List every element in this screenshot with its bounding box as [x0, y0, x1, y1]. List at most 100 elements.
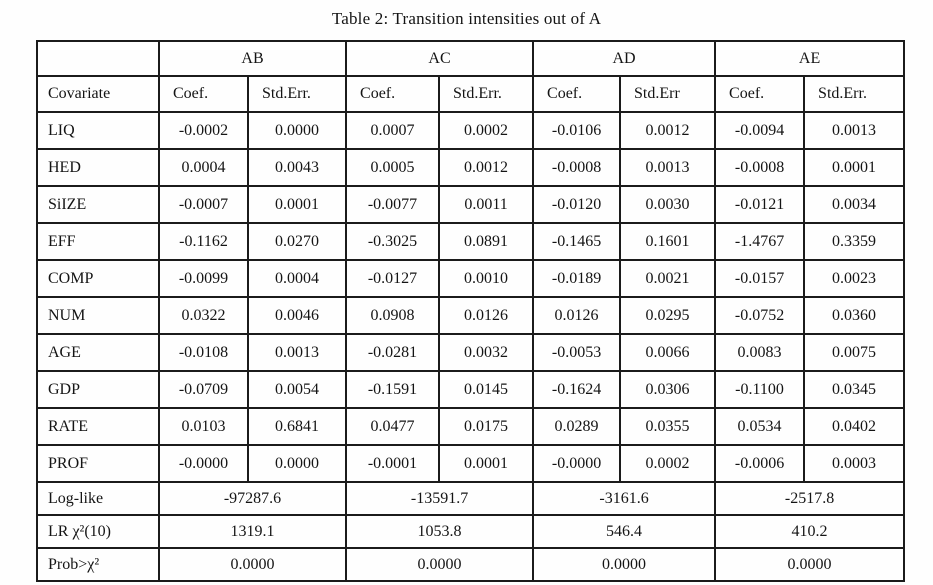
value-cell: 0.0043: [246, 148, 348, 187]
value-cell: 0.0007: [345, 111, 441, 150]
covariate-cell: EFF: [36, 222, 160, 261]
value-cell: -0.0106: [532, 111, 622, 150]
value-cell: 0.0289: [532, 407, 622, 446]
value-cell: 0.0004: [158, 148, 249, 187]
value-cell: 0.0030: [619, 185, 717, 224]
group-header-ae: AE: [714, 40, 906, 77]
value-cell: -0.0002: [158, 111, 249, 150]
covariate-cell: GDP: [36, 370, 160, 409]
value-cell: 0.0003: [803, 444, 906, 483]
value-cell: 0.0477: [345, 407, 441, 446]
summary-value-cell: -13591.7: [345, 481, 535, 516]
value-cell: 0.0103: [158, 407, 249, 446]
column-header-cell: Coef.: [714, 75, 806, 113]
value-cell: -0.0189: [532, 259, 622, 298]
table-row: AGE -0.0108 0.0013 -0.0281 0.0032 -0.0053 0.00…: [36, 333, 906, 372]
table-row: NUM 0.0322 0.0046 0.0908 0.0126 0.0126 0.0295-…: [36, 296, 906, 335]
value-cell: -0.0120: [532, 185, 622, 224]
value-cell: 0.0011: [438, 185, 535, 224]
summary-row-prob-chi2: Prob>χ² 0.0000 0.0000 0.0000 0.0000: [36, 547, 906, 582]
value-cell: 0.0023: [803, 259, 906, 298]
value-cell: -0.0752: [714, 296, 806, 335]
summary-value-cell: 1319.1: [157, 514, 348, 549]
value-cell: -1.4767: [714, 222, 806, 261]
covariate-cell: SiIZE: [36, 185, 160, 224]
value-cell: 0.0066: [619, 333, 717, 372]
value-cell: 0.0005: [345, 148, 441, 187]
value-cell: 0.0001: [803, 148, 906, 187]
summary-value-cell: 0.0000: [345, 547, 535, 582]
value-cell: -0.1100: [714, 370, 806, 409]
value-cell: -0.0108: [158, 333, 249, 372]
value-cell: 0.0402: [803, 407, 906, 446]
value-cell: 0.0012: [619, 111, 717, 150]
value-cell: -0.0157: [714, 259, 806, 298]
summary-value-cell: -2517.8: [714, 481, 906, 516]
covariate-cell: HED: [36, 148, 160, 187]
value-cell: -0.0000: [158, 444, 249, 483]
value-cell: 0.0002: [619, 444, 717, 483]
covariate-cell: RATE: [36, 407, 160, 446]
value-cell: -0.0008: [714, 148, 806, 187]
summary-value-cell: 0.0000: [157, 547, 348, 582]
covariate-cell: COMP: [36, 259, 160, 298]
summary-row-lr-chi2: LR χ²(10) 1319.1 1053.8 546.4 410.2: [36, 514, 906, 549]
value-cell: 0.0534: [714, 407, 806, 446]
value-cell: -0.1162: [158, 222, 249, 261]
value-cell: 0.0145: [438, 370, 535, 409]
value-cell: -0.0094: [714, 111, 806, 150]
table-row: HED 0.0004 0.0043 0.0005 0.0012 -0.0008 0.0013…: [36, 148, 906, 187]
covariate-header-cell: Covariate: [36, 75, 160, 113]
value-cell: -0.0127: [345, 259, 441, 298]
value-cell: -0.0077: [345, 185, 441, 224]
value-cell: 0.0360: [803, 296, 906, 335]
value-cell: 0.1601: [619, 222, 717, 261]
value-cell: 0.0002: [438, 111, 535, 150]
value-cell: 0.0295: [619, 296, 717, 335]
value-cell: 0.0345: [803, 370, 906, 409]
column-header-cell: Coef.: [345, 75, 441, 113]
value-cell: -0.0099: [158, 259, 249, 298]
summary-value-cell: 1053.8: [345, 514, 535, 549]
value-cell: -0.3025: [345, 222, 441, 261]
value-cell: 0.0306: [619, 370, 717, 409]
corner-cell: [36, 40, 160, 77]
value-cell: -0.0008: [532, 148, 622, 187]
table-row: SiIZE -0.0007 0.0001 -0.0077 0.0011 -0.0120 0.…: [36, 185, 906, 224]
value-cell: 0.0075: [803, 333, 906, 372]
summary-label-cell: LR χ²(10): [36, 514, 160, 549]
value-cell: 0.0004: [246, 259, 348, 298]
value-cell: 0.0000: [246, 111, 348, 150]
column-header-cell: Coef.: [158, 75, 249, 113]
table-caption: Table 2: Transition intensities out of A: [331, 9, 602, 28]
value-cell: -0.1591: [345, 370, 441, 409]
group-header-ad: AD: [532, 40, 717, 77]
value-cell: -0.0006: [714, 444, 806, 483]
summary-value-cell: 410.2: [714, 514, 906, 549]
value-cell: 0.0083: [714, 333, 806, 372]
value-cell: -0.0053: [532, 333, 622, 372]
summary-rows: Log-like -97287.6 -13591.7 -3161.6 -2517…: [36, 481, 906, 582]
value-cell: 0.0021: [619, 259, 717, 298]
summary-value-cell: -3161.6: [532, 481, 717, 516]
summary-label-cell: Log-like: [36, 481, 160, 516]
transition-intensities-table: AB AC AD AE Covariate Coef. Std.Err. Coe…: [36, 40, 906, 582]
data-rows: LIQ -0.0002 0.0000 0.0007 0.0002 -0.0106 0.001…: [36, 111, 906, 483]
covariate-cell: AGE: [36, 333, 160, 372]
summary-value-cell: -97287.6: [157, 481, 348, 516]
covariate-cell: LIQ: [36, 111, 160, 150]
table-row: RATE 0.0103 0.6841 0.0477 0.0175 0.0289 0.0355…: [36, 407, 906, 446]
value-cell: 0.0034: [803, 185, 906, 224]
column-header-cell: Std.Err.: [246, 75, 348, 113]
column-header-cell: Std.Err: [619, 75, 717, 113]
value-cell: 0.0013: [803, 111, 906, 150]
value-cell: 0.3359: [803, 222, 906, 261]
value-cell: 0.0126: [532, 296, 622, 335]
table-row: EFF -0.1162 0.0270 -0.3025 0.0891 -0.1465 0.16…: [36, 222, 906, 261]
summary-value-cell: 0.0000: [532, 547, 717, 582]
table-row: GDP -0.0709 0.0054 -0.1591 0.0145 -0.1624 0.03…: [36, 370, 906, 409]
table-row: PROF -0.0000 0.0000 -0.0001 0.0001 -0.0000 0.0…: [36, 444, 906, 483]
group-header-ac: AC: [345, 40, 535, 77]
column-header-row: Covariate Coef. Std.Err. Coef. Std.Err. …: [36, 75, 906, 113]
